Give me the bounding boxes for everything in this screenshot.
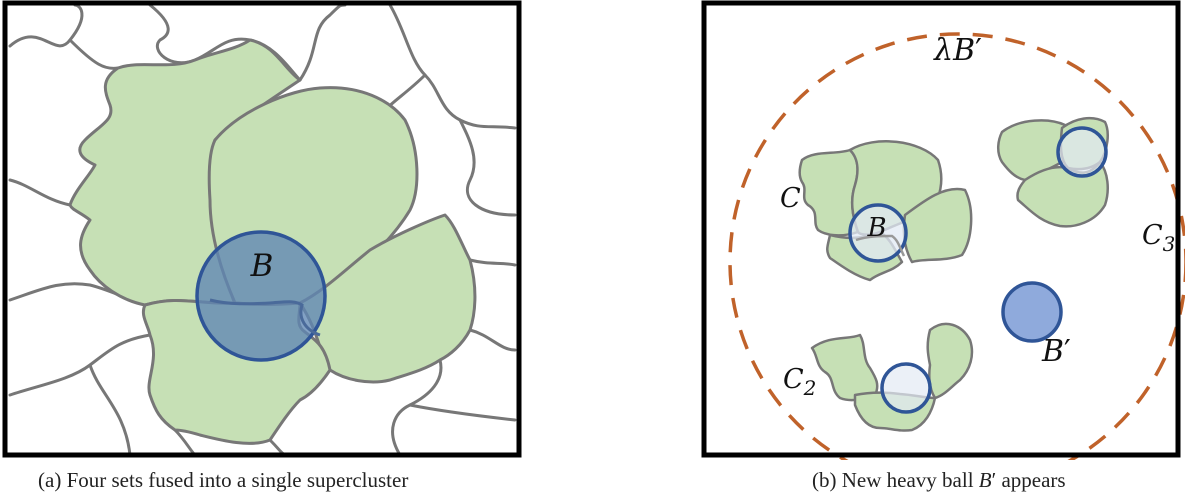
panel-a-caption-prefix: (a) [38,468,61,492]
panel-b-caption-prefix: (b) [812,468,837,492]
panel-b-caption-text-2: appears [1001,468,1065,492]
cluster-c2-label: C2 [783,364,816,400]
ball-c3 [1058,128,1106,176]
panel-b-diagram: λB′ B C C3 C2 B′ [690,0,1185,460]
lambda-ball-label: λB′ [933,33,982,68]
panel-a-diagram: B [0,0,530,460]
panel-a-caption-text: Four sets fused into a single superclust… [67,468,409,492]
ball-b-small-label: B [866,213,886,243]
panel-a-caption: (a) Four sets fused into a single superc… [38,468,408,493]
heavy-ball-b-prime [1003,283,1061,341]
ball-b-label: B [250,248,274,284]
panel-b-caption-math: B′ [979,468,996,492]
panel-b-caption: (b) New heavy ball B′ appears [812,468,1066,493]
cluster-c-label: C [780,183,801,214]
cluster-c3-label: C3 [1142,220,1175,256]
panel-b-caption-text-1: New heavy ball [842,468,974,492]
ball-c2 [882,364,930,412]
heavy-ball-b-prime-label: B′ [1041,334,1071,369]
